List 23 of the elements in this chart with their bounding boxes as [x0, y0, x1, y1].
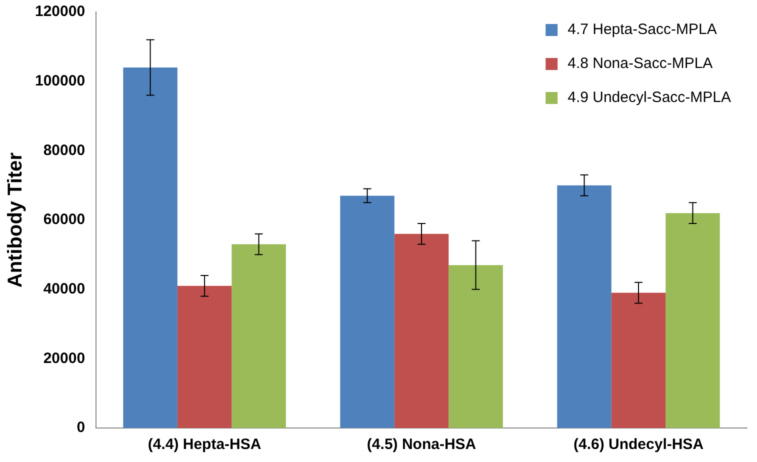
- y-tick-label: 20000: [43, 350, 86, 367]
- y-tick-label: 60000: [43, 211, 86, 228]
- y-tick-label: 120000: [34, 3, 86, 20]
- y-tick-label: 100000: [34, 72, 86, 90]
- legend-label: 4.9 Undecyl-Sacc-MPLA: [568, 89, 732, 106]
- bar: [394, 234, 449, 428]
- x-tick-label: (4.4) Hepta-HSA: [148, 436, 262, 454]
- bar: [448, 265, 503, 428]
- x-tick-label: (4.6) Undecyl-HSA: [573, 436, 704, 454]
- legend-label: 4.7 Hepta-Sacc-MPLA: [568, 21, 717, 38]
- legend-label: 4.8 Nona-Sacc-MPLA: [568, 55, 713, 72]
- y-axis-title: Antibody Titer: [4, 152, 27, 288]
- bar: [177, 286, 232, 428]
- bar: [666, 213, 720, 428]
- bar: [123, 67, 178, 428]
- bar: [557, 185, 612, 428]
- y-tick-label: 40000: [43, 280, 86, 298]
- y-tick-label: 0: [76, 419, 86, 436]
- x-tick-label: (4.5) Nona-HSA: [366, 436, 476, 454]
- bar: [611, 292, 666, 428]
- bar: [340, 196, 394, 428]
- bar: [232, 244, 286, 428]
- y-tick-label: 80000: [43, 142, 86, 159]
